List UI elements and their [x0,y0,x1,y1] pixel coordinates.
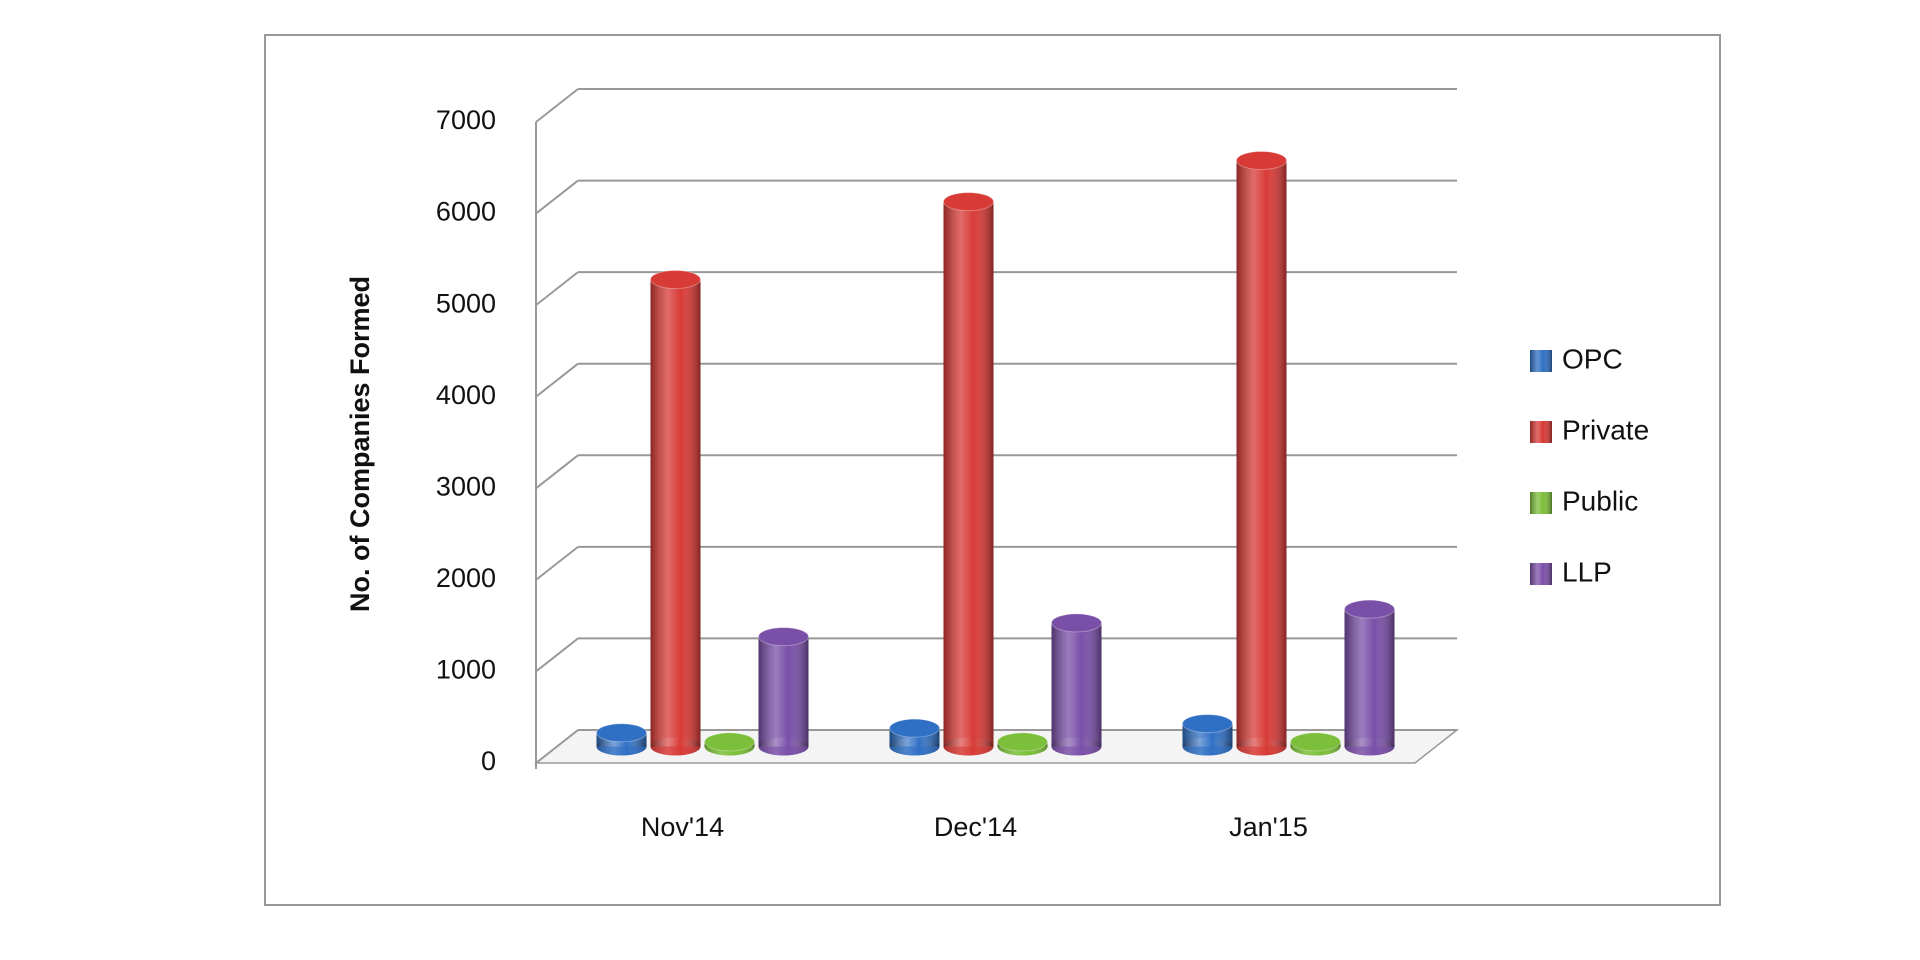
cylinder-top [1051,613,1102,633]
y-tick-label: 6000 [436,197,496,227]
y-tick-label: 1000 [436,655,496,685]
cylinder-bottom-shade [889,737,940,756]
cylinder-top [1344,599,1395,619]
bar-shading [1051,622,1102,747]
bar-shading [943,201,994,747]
cylinder-bottom-shade [943,737,994,756]
cylinder-bottom-shade [650,737,701,756]
grid-line-side [535,271,579,306]
cylinder-top [596,723,647,743]
y-tick-label: 7000 [436,105,496,135]
grid-line-side [535,729,579,764]
bar-shading [1236,160,1287,747]
grid-line-side [535,454,579,490]
legend-label: LLP [1562,556,1612,587]
cylinder-top [650,269,701,289]
grid-line-side [535,362,579,398]
grid-line-side [535,637,579,673]
cylinder-top [889,718,940,738]
cylinder-bottom-shade [758,737,809,756]
bar-shading [650,279,701,747]
legend-label: OPC [1562,343,1623,374]
legend-swatch-shade [1530,563,1552,585]
y-tick-label: 5000 [436,288,496,318]
grid-line-side [535,179,579,215]
cylinder-bottom-shade [1344,737,1395,756]
bar-shading [758,636,809,747]
y-tick-label: 2000 [436,563,496,593]
cylinder-bottom-shade [1051,737,1102,756]
x-tick-label: Jan'15 [1229,812,1308,842]
y-axis-title: No. of Companies Formed [345,276,375,612]
legend-swatch-shade [1530,421,1552,443]
cylinder-top [997,732,1048,752]
y-tick-label: 4000 [436,380,496,410]
cylinder-top [1236,150,1287,170]
cylinder-top [704,732,755,752]
legend-swatch-shade [1530,492,1552,514]
cylinder-top [758,627,809,647]
grid-line-side [535,546,579,581]
y-tick-label: 0 [481,746,496,776]
bar-shading [1344,609,1395,747]
x-tick-label: Nov'14 [641,812,724,842]
y-tick-label: 3000 [436,471,496,501]
legend-label: Public [1562,485,1638,516]
x-tick-label: Dec'14 [934,812,1017,842]
grid-line-side [535,88,579,123]
legend-label: Private [1562,414,1649,445]
cylinder-bottom-shade [596,737,647,756]
cylinder-top [943,192,994,212]
cylinder-bottom-shade [1182,737,1233,756]
cylinder-top [1290,732,1341,752]
legend-swatch-shade [1530,350,1552,372]
cylinder-bottom-shade [1236,737,1287,756]
cylinder-top [1182,714,1233,734]
